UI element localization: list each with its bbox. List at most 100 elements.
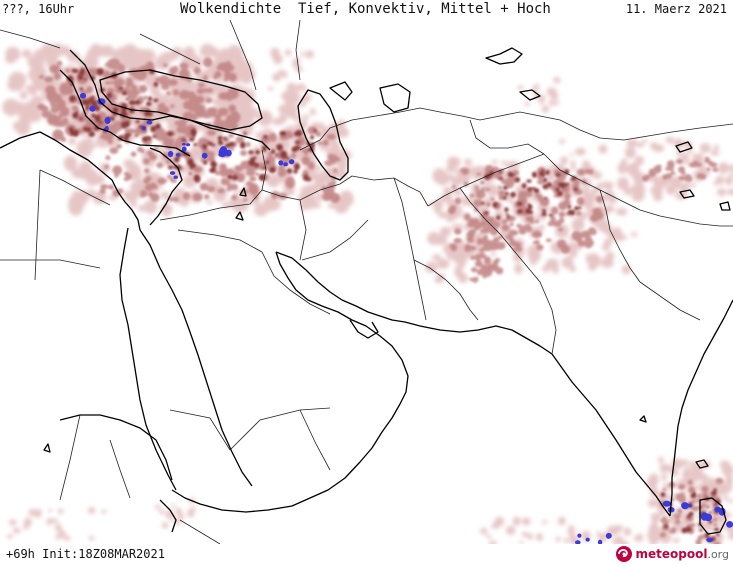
cloud-blob-medium [577, 240, 588, 247]
cloud-blob-dense [567, 204, 571, 209]
cloud-blob-medium [206, 186, 216, 193]
cloud-blob-light [623, 527, 632, 536]
cloud-blob-medium [260, 136, 270, 144]
cloud-blob-medium [139, 85, 148, 93]
cloud-blob-light [92, 191, 107, 205]
cloud-blob-medium [712, 523, 719, 527]
cloud-blob-light [311, 201, 321, 209]
cloud-blob-medium [460, 168, 467, 173]
cloud-blob-medium [112, 189, 121, 197]
cloud-blob-medium [464, 213, 471, 221]
cloud-blob-light [725, 484, 733, 492]
cloud-blob-dense [83, 78, 87, 81]
convective-cloud-blob [681, 502, 689, 510]
cloud-blob-medium [453, 237, 462, 244]
cloud-blob-dense [715, 499, 721, 505]
cloud-blob-light [678, 459, 689, 466]
cloud-blob-light [725, 475, 733, 486]
cloud-blob-light [314, 171, 329, 187]
cloud-blob-light [9, 519, 17, 526]
cloud-blob-light [615, 208, 628, 216]
cloud-blob-dense [498, 170, 503, 174]
cloud-blob-dense [275, 153, 279, 156]
logo-text: meteopool.org [636, 547, 730, 561]
cloud-blob-medium [678, 484, 686, 490]
cloud-blob-medium [271, 193, 277, 200]
cloud-blob-light [710, 149, 720, 156]
cloud-blob-dense [516, 201, 523, 206]
cloud-blob-dense [692, 491, 696, 496]
cloud-blob-medium [470, 255, 476, 261]
cloud-blob-medium [191, 98, 200, 107]
cloud-blob-medium [59, 121, 65, 128]
cloud-blob-dense [279, 130, 287, 137]
cloud-blob-light [568, 250, 578, 258]
cloud-blob-medium [183, 100, 194, 110]
cloud-blob-medium [52, 129, 64, 141]
cloud-blob-light [55, 523, 62, 532]
cloud-blob-light [646, 477, 658, 489]
cloud-blob-medium [156, 162, 164, 169]
cloud-blob-dense [510, 191, 516, 198]
cloud-blob-medium [704, 156, 711, 164]
cloud-blob-light [521, 517, 531, 526]
cloud-blob-dense [88, 132, 92, 137]
cloud-blob-light [61, 532, 67, 537]
cloud-blob-medium [192, 193, 203, 202]
cloud-blob-medium [65, 68, 71, 73]
cloud-blob-medium [38, 75, 45, 79]
cloud-blob-medium [524, 223, 532, 229]
cloud-blob-light [110, 50, 121, 60]
cloud-blob-light [673, 537, 680, 544]
cloud-blob-dense [255, 149, 261, 155]
cloud-blob-medium [165, 91, 172, 96]
cloud-blob-light [336, 167, 346, 176]
cloud-blob-dense [276, 144, 284, 151]
cloud-blob-dense [555, 187, 560, 192]
cloud-blob-dense [280, 150, 288, 159]
cloud-blob-light [587, 196, 592, 201]
cloud-blob-medium [491, 228, 498, 235]
cloud-blob-medium [145, 61, 154, 71]
cloud-blob-light [633, 171, 639, 176]
meteopool-logo-link[interactable]: meteopool.org [615, 545, 730, 563]
cloud-blob-medium [179, 62, 189, 70]
cloud-blob-medium [290, 152, 297, 159]
cloud-blob-medium [587, 236, 592, 240]
cloud-blob-dense [79, 70, 85, 75]
cloud-blob-dense [564, 169, 570, 175]
cloud-blob-medium [506, 234, 511, 240]
convective-cloud-blob [706, 537, 713, 543]
cloud-blob-medium [329, 156, 337, 165]
cloud-blob-light [501, 160, 508, 166]
cloud-blob-medium [205, 97, 213, 104]
cloud-blob-light [530, 260, 537, 266]
cloud-blob-light [46, 518, 53, 525]
cloud-blob-dense [189, 137, 195, 142]
cloud-blob-light [542, 520, 548, 524]
cloud-blob-medium [691, 523, 696, 527]
cloud-blob-medium [217, 62, 230, 71]
cloud-blob-light [563, 538, 570, 543]
cloud-blob-dense [686, 514, 691, 519]
cloud-blob-medium [497, 185, 503, 190]
cloud-blob-dense [150, 125, 157, 132]
cloud-blob-light [436, 178, 442, 184]
cloud-blob-light [514, 263, 523, 274]
cloud-blob-dense [294, 140, 301, 145]
convective-cloud-blob [89, 105, 96, 112]
cloud-blob-dense [167, 131, 174, 137]
cloud-blob-medium [575, 210, 582, 216]
cloud-blob-light [512, 516, 521, 526]
cloud-blob-light [680, 152, 689, 161]
cloud-blob-light [570, 166, 577, 172]
cloud-blob-medium [676, 159, 683, 164]
cloud-blob-medium [662, 174, 668, 181]
cloud-blob-light [328, 202, 335, 209]
cloud-blob-light [718, 162, 729, 174]
cloud-blob-light [67, 51, 80, 63]
cloud-blob-dense [193, 143, 198, 147]
cloud-blob-medium [545, 238, 552, 243]
cloud-blob-light [287, 91, 292, 97]
cloud-blob-dense [514, 177, 521, 183]
